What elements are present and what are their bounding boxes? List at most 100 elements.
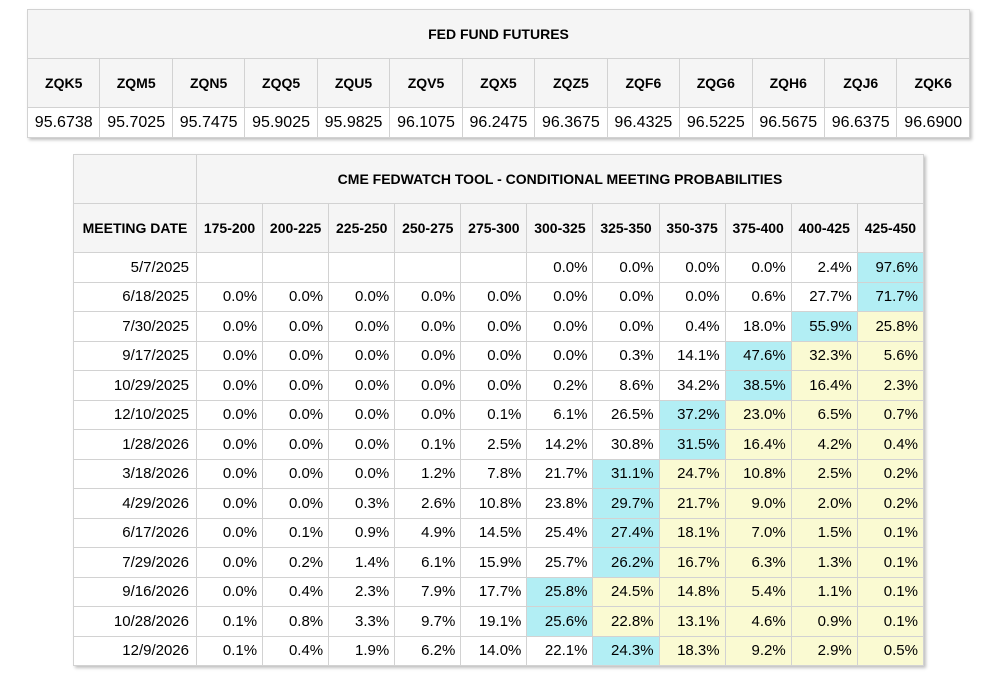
rate-range-header: 325-350 bbox=[592, 203, 660, 253]
probability-cell: 6.1% bbox=[526, 399, 594, 430]
probability-cell: 2.5% bbox=[790, 458, 858, 489]
probability-cell: 0.0% bbox=[658, 281, 726, 312]
probability-cell: 0.2% bbox=[856, 458, 925, 489]
probability-cell: 1.3% bbox=[790, 547, 858, 578]
probability-cell: 0.3% bbox=[328, 488, 396, 519]
max-probability-cell: 25.6% bbox=[526, 606, 594, 637]
probability-cell: 4.9% bbox=[394, 517, 462, 548]
probability-cell: 0.1% bbox=[856, 606, 925, 637]
probability-cell: 0.1% bbox=[856, 547, 925, 578]
probability-cell: 0.0% bbox=[262, 370, 330, 401]
probability-cell: 0.5% bbox=[856, 635, 925, 666]
table-row: 12/9/2026 0.1% 0.4% 1.9% 6.2% 14.0% 22.1% 24.3%… bbox=[73, 635, 925, 666]
table-row: 9/16/2026 0.0% 0.4% 2.3% 7.9% 17.7% 25.8% 24.5%… bbox=[73, 576, 925, 607]
rate-range-header: 200-225 bbox=[262, 203, 330, 253]
probability-cell: 1.4% bbox=[328, 547, 396, 578]
probability-cell: 7.9% bbox=[394, 576, 462, 607]
probability-cell: 0.2% bbox=[856, 488, 925, 519]
probability-cell: 0.0% bbox=[195, 547, 264, 578]
probability-cell: 0.0% bbox=[195, 281, 264, 312]
probability-cell: 0.0% bbox=[394, 340, 462, 371]
meeting-date-cell: 12/9/2026 bbox=[73, 635, 197, 666]
probability-cell: 0.0% bbox=[526, 281, 594, 312]
futures-price-cell: 96.2475 bbox=[461, 107, 536, 138]
probability-cell: 0.2% bbox=[262, 547, 330, 578]
probability-cell: 10.8% bbox=[724, 458, 792, 489]
probability-cell: 25.4% bbox=[526, 517, 594, 548]
futures-contract-header: ZQK5 bbox=[26, 58, 101, 108]
futures-price-cell: 96.6900 bbox=[896, 107, 970, 138]
meeting-date-cell: 4/29/2026 bbox=[73, 488, 197, 519]
table-row: 10/28/2026 0.1% 0.8% 3.3% 9.7% 19.1% 25.6% 22.8… bbox=[73, 606, 925, 637]
meeting-date-cell: 6/18/2025 bbox=[73, 281, 197, 312]
max-probability-cell: 31.1% bbox=[592, 458, 660, 489]
probability-cell: 8.6% bbox=[592, 370, 660, 401]
probability-cell: 0.0% bbox=[328, 370, 396, 401]
max-probability-cell: 27.4% bbox=[592, 517, 660, 548]
probability-cell: 10.8% bbox=[460, 488, 528, 519]
meeting-date-header: MEETING DATE bbox=[73, 203, 197, 253]
table-row: 7/29/2026 0.0% 0.2% 1.4% 6.1% 15.9% 25.7% 26.2%… bbox=[73, 547, 925, 578]
probability-cell: 9.7% bbox=[394, 606, 462, 637]
probability-cell: 5.4% bbox=[724, 576, 792, 607]
table-row: 5/7/2025 0.0% 0.0% 0.0% 0.0% 2.4% 97.6% bbox=[73, 252, 925, 283]
probability-cell: 25.7% bbox=[526, 547, 594, 578]
rate-range-header: 425-450 bbox=[856, 203, 925, 253]
futures-contract-header: ZQV5 bbox=[389, 58, 463, 108]
probability-cell: 0.1% bbox=[856, 517, 925, 548]
max-probability-cell: 47.6% bbox=[724, 340, 792, 371]
max-probability-cell: 29.7% bbox=[592, 488, 660, 519]
probability-cell: 0.0% bbox=[328, 429, 396, 460]
futures-contract-header: ZQX5 bbox=[461, 58, 536, 108]
probability-cell: 2.9% bbox=[790, 635, 858, 666]
max-probability-cell: 26.2% bbox=[592, 547, 660, 578]
probability-cell: 7.0% bbox=[724, 517, 792, 548]
probability-cell: 1.5% bbox=[790, 517, 858, 548]
probability-cell: 0.0% bbox=[328, 281, 396, 312]
meeting-date-cell: 12/10/2025 bbox=[73, 399, 197, 430]
probability-cell: 1.9% bbox=[328, 635, 396, 666]
probability-cell: 0.0% bbox=[195, 311, 264, 342]
futures-contract-header: ZQQ5 bbox=[244, 58, 318, 108]
futures-contract-header: ZQG6 bbox=[679, 58, 753, 108]
probability-cell: 0.8% bbox=[262, 606, 330, 637]
futures-price-cell: 96.6375 bbox=[823, 107, 898, 138]
rate-range-header: 225-250 bbox=[328, 203, 396, 253]
probability-cell: 0.0% bbox=[195, 370, 264, 401]
probability-cell: 1.1% bbox=[790, 576, 858, 607]
futures-title: FED FUND FUTURES bbox=[27, 9, 970, 59]
probability-cell: 25.8% bbox=[856, 311, 925, 342]
max-probability-cell: 31.5% bbox=[658, 429, 726, 460]
probability-cell: 16.4% bbox=[790, 370, 858, 401]
probability-cell: 23.0% bbox=[724, 399, 792, 430]
probabilities-body: 5/7/2025 0.0% 0.0% 0.0% 0.0% 2.4% 97.6% 6/18/20… bbox=[73, 252, 925, 666]
probability-cell: 6.1% bbox=[394, 547, 462, 578]
probability-cell: 2.5% bbox=[460, 429, 528, 460]
futures-price-row: 95.6738 95.7025 95.7475 95.9025 95.9825 96.10… bbox=[26, 107, 970, 138]
probability-cell: 0.0% bbox=[195, 517, 264, 548]
futures-price-cell: 95.7475 bbox=[171, 107, 246, 138]
fed-fund-futures-table: FED FUND FUTURES ZQK5 ZQM5 ZQN5 ZQQ5 ZQU5 ZQV… bbox=[26, 9, 970, 138]
table-row: 7/30/2025 0.0% 0.0% 0.0% 0.0% 0.0% 0.0% 0.0% 0.4… bbox=[73, 311, 925, 342]
max-probability-cell: 97.6% bbox=[856, 252, 925, 283]
probability-cell: 0.1% bbox=[195, 635, 264, 666]
probability-cell: 18.1% bbox=[658, 517, 726, 548]
futures-contract-header: ZQH6 bbox=[751, 58, 825, 108]
probability-cell: 22.8% bbox=[592, 606, 660, 637]
probability-cell: 1.2% bbox=[394, 458, 462, 489]
probability-cell: 3.3% bbox=[328, 606, 396, 637]
probability-cell: 0.4% bbox=[658, 311, 726, 342]
probability-cell: 0.0% bbox=[262, 399, 330, 430]
max-probability-cell: 55.9% bbox=[790, 311, 858, 342]
futures-price-cell: 96.3675 bbox=[534, 107, 608, 138]
probability-cell: 0.0% bbox=[394, 281, 462, 312]
probability-cell bbox=[262, 252, 330, 283]
probability-cell: 0.0% bbox=[195, 488, 264, 519]
probability-cell: 0.9% bbox=[790, 606, 858, 637]
probability-cell: 13.1% bbox=[658, 606, 726, 637]
futures-contract-header: ZQM5 bbox=[99, 58, 173, 108]
probabilities-title: CME FEDWATCH TOOL - CONDITIONAL MEETING … bbox=[196, 154, 924, 204]
probabilities-header-row: MEETING DATE 175-200 200-225 225-250 250-27… bbox=[73, 203, 925, 253]
probability-cell: 0.0% bbox=[526, 252, 594, 283]
probability-cell: 0.3% bbox=[592, 340, 660, 371]
